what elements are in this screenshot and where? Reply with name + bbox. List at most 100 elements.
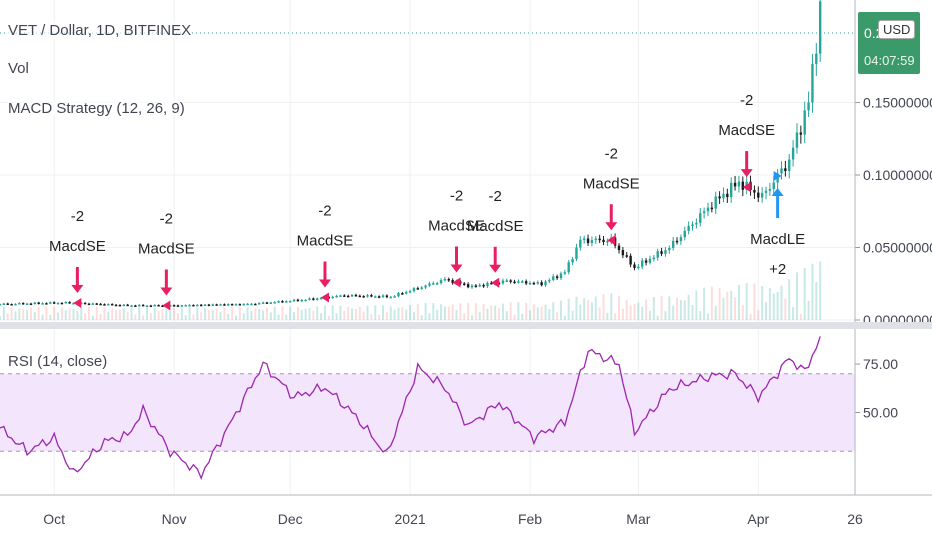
volume-bar (432, 303, 435, 320)
volume-bar (544, 304, 547, 320)
candle-body (815, 53, 818, 64)
rsi-legend[interactable]: RSI (14, close) (8, 353, 108, 370)
candle-body (428, 283, 431, 286)
strategy-legend[interactable]: MACD Strategy (12, 26, 9) (8, 100, 185, 117)
candle-body (397, 293, 400, 297)
volume-bar (590, 302, 593, 320)
volume-bar (234, 315, 237, 320)
volume-bar (146, 307, 149, 320)
volume-bar (76, 310, 79, 320)
volume-bar (505, 311, 508, 320)
volume-bar (157, 311, 160, 320)
volume-bar (378, 314, 381, 320)
volume-bar (726, 291, 729, 320)
signal-qty: -2 (71, 208, 84, 225)
volume-bar (428, 313, 431, 320)
volume-bar (656, 315, 659, 320)
volume-bar (87, 306, 90, 320)
candle-body (393, 296, 396, 298)
volume-bar (91, 315, 94, 320)
volume-bar (734, 297, 737, 320)
volume-bar (737, 285, 740, 320)
volume-bar (2, 306, 5, 320)
volume-bar (254, 308, 257, 320)
volume-bar (614, 313, 617, 320)
volume-bar (776, 292, 779, 320)
volume-bar (571, 310, 574, 320)
candle-body (41, 303, 44, 305)
volume-bar (277, 314, 280, 320)
volume-bar (41, 314, 44, 320)
candle-body (161, 305, 164, 308)
short-entry-marker (452, 277, 461, 288)
candle-body (718, 196, 721, 199)
volume-bar (389, 306, 392, 320)
candle-body (277, 301, 280, 303)
candle-body (818, 1, 822, 54)
candle-body (439, 280, 443, 284)
candle-body (370, 295, 373, 297)
volume-bar (118, 310, 121, 320)
candle-body (699, 213, 702, 223)
volume-bar (703, 287, 706, 320)
candle-body (567, 262, 570, 273)
volume-bar (80, 307, 83, 320)
symbol-title[interactable]: VET / Dollar, 1D, BITFINEX (8, 22, 192, 39)
volume-bar (575, 296, 578, 320)
candle-body (238, 304, 242, 306)
candle-body (153, 304, 156, 307)
candle-body (660, 251, 663, 254)
candle-body (141, 304, 145, 307)
candle-body (641, 260, 644, 267)
candle-body (702, 211, 706, 214)
currency-button[interactable]: USD (878, 20, 916, 39)
candle-body (791, 147, 795, 160)
candle-body (451, 280, 454, 284)
candle-body (586, 238, 590, 244)
volume-legend[interactable]: Vol (8, 60, 29, 77)
candle-body (675, 240, 679, 243)
candle-body (486, 282, 489, 287)
volume-bar (335, 313, 338, 320)
candle-body (679, 237, 683, 242)
volume-bar (501, 303, 504, 320)
volume-bar (440, 304, 443, 320)
volume-bar (795, 272, 798, 320)
volume-bar (436, 309, 439, 320)
candle-body (795, 132, 799, 148)
volume-bar (579, 304, 582, 320)
x-tick-label: Dec (278, 511, 303, 527)
volume-bar (242, 313, 245, 320)
volume-bar (672, 305, 675, 320)
candle-body (691, 224, 694, 226)
candle-body (296, 299, 300, 302)
x-tick-label: Apr (747, 511, 769, 527)
volume-bar (799, 314, 802, 320)
signal-label: MacdSE (297, 233, 354, 250)
candle-body (780, 168, 783, 174)
signal-label: MacdSE (428, 218, 485, 235)
candle-body (176, 305, 180, 307)
candle-body (764, 190, 768, 193)
candle-body (319, 297, 323, 300)
volume-bar (815, 282, 818, 320)
candle-body (633, 264, 636, 268)
volume-bar (745, 283, 748, 320)
volume-bar (811, 263, 814, 320)
volume-bar (749, 313, 752, 320)
candle-body (443, 278, 447, 281)
candle-body (432, 283, 435, 285)
candle-body (760, 192, 764, 198)
candle-body (517, 281, 520, 283)
candle-body (45, 303, 48, 305)
candle-body (656, 251, 659, 258)
candle-body (683, 230, 686, 238)
volume-bar (343, 310, 346, 320)
candle-body (103, 304, 106, 306)
volume-bar (470, 315, 473, 320)
candle-body (72, 302, 75, 305)
candle-body (741, 181, 745, 190)
candle-body (184, 305, 187, 307)
volume-bar (323, 305, 326, 320)
